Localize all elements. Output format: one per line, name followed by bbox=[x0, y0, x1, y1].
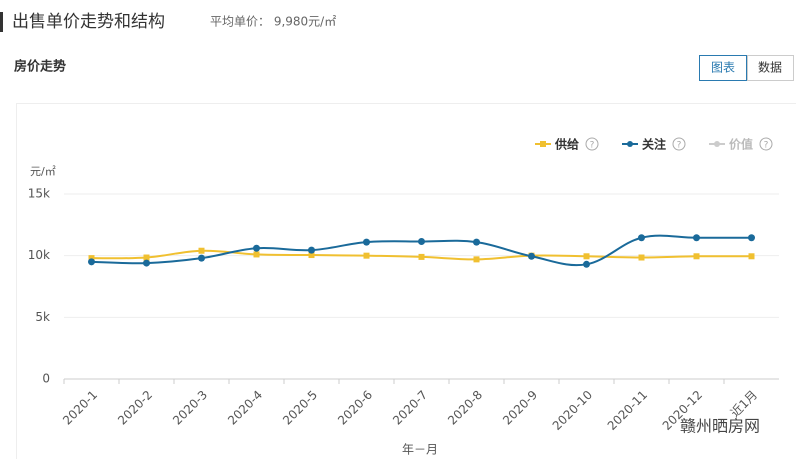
legend-label: 供给 bbox=[554, 137, 579, 152]
point bbox=[583, 260, 590, 268]
help-icon-mark: ? bbox=[764, 141, 769, 151]
x-tick-label: 2020-2 bbox=[115, 388, 155, 428]
point bbox=[308, 252, 315, 259]
tab-chart-label[interactable]: 图表 bbox=[711, 61, 735, 75]
point bbox=[88, 258, 95, 266]
point bbox=[253, 244, 260, 252]
watermark: 赣州晒房网 bbox=[680, 417, 760, 436]
x-tick-label: 2020-6 bbox=[335, 388, 375, 428]
x-tick-label: 2020-1 bbox=[60, 388, 100, 428]
point bbox=[308, 246, 315, 254]
y-tick-label: 5k bbox=[35, 310, 50, 324]
point bbox=[253, 251, 260, 258]
x-tick-label: 2020-11 bbox=[605, 388, 650, 433]
x-tick-label: 2020-3 bbox=[170, 388, 210, 428]
point bbox=[638, 254, 645, 261]
section-title: 房价走势 bbox=[14, 59, 66, 75]
point bbox=[418, 237, 425, 245]
x-tick-label: 2020-10 bbox=[550, 388, 595, 433]
point bbox=[693, 253, 700, 260]
point bbox=[473, 238, 480, 246]
x-tick-label: 2020-4 bbox=[225, 388, 265, 428]
point bbox=[143, 254, 150, 261]
page-title: 出售单价走势和结构 bbox=[12, 12, 165, 32]
x-tick-label: 2020-5 bbox=[280, 388, 320, 428]
point bbox=[363, 252, 370, 259]
legend-label: 价值 bbox=[729, 137, 753, 152]
help-icon-mark: ? bbox=[677, 141, 682, 151]
y-tick-label: 15k bbox=[28, 187, 50, 201]
point bbox=[693, 234, 700, 242]
x-tick-label: 2020-8 bbox=[445, 388, 485, 428]
point bbox=[473, 256, 480, 263]
title-marker bbox=[0, 12, 3, 32]
summary: 平均单价： 9,980元/㎡ bbox=[210, 15, 336, 29]
point bbox=[748, 253, 755, 260]
chart-panel bbox=[16, 103, 796, 459]
point bbox=[143, 259, 150, 267]
tab-data-label[interactable]: 数据 bbox=[758, 60, 782, 75]
point bbox=[748, 234, 755, 242]
x-axis-label: 年－月 bbox=[402, 443, 438, 457]
point bbox=[583, 253, 590, 260]
tab-data[interactable] bbox=[747, 55, 794, 81]
point bbox=[88, 255, 95, 262]
point bbox=[198, 254, 205, 262]
legend-label: 关注 bbox=[642, 137, 666, 152]
x-tick-label: 近1月 bbox=[728, 388, 760, 420]
legend-marker bbox=[627, 141, 633, 147]
tab-chart[interactable] bbox=[699, 55, 747, 81]
point bbox=[528, 252, 535, 260]
legend-marker bbox=[714, 141, 720, 147]
point bbox=[418, 253, 425, 260]
x-tick-label: 2020-7 bbox=[390, 388, 430, 428]
legend-marker bbox=[540, 141, 546, 147]
help-icon bbox=[759, 137, 773, 151]
help-icon-mark: ? bbox=[590, 141, 595, 151]
x-tick-label: 2020-9 bbox=[500, 388, 540, 428]
point bbox=[198, 247, 205, 254]
y-unit: 元/㎡ bbox=[30, 165, 56, 178]
point bbox=[638, 234, 645, 242]
y-tick-label: 10k bbox=[28, 248, 50, 262]
y-tick-label: 0 bbox=[42, 372, 50, 386]
help-icon bbox=[672, 137, 686, 151]
help-icon bbox=[585, 137, 599, 151]
point bbox=[363, 238, 370, 246]
